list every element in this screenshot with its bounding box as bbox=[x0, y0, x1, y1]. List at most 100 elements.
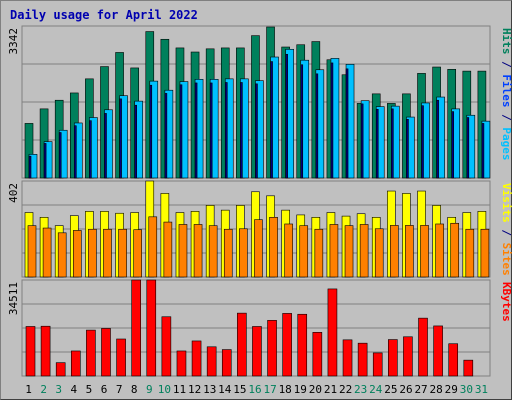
bar-sites-day-1 bbox=[27, 225, 37, 278]
bar-pages-day-2 bbox=[43, 143, 47, 179]
bar-pages-day-17 bbox=[270, 61, 273, 179]
bar-kbytes-day-11 bbox=[176, 350, 187, 377]
bar-kbytes-day-24 bbox=[372, 352, 383, 377]
bar-sites-day-2 bbox=[42, 227, 52, 278]
panel-3: 34511 KBytes bbox=[7, 279, 512, 377]
bar-sites-day-10 bbox=[163, 221, 173, 278]
panel-2: 402 Visits / Sites bbox=[7, 180, 512, 278]
bar-pages-day-15 bbox=[240, 82, 243, 179]
axis-label-part: Sites bbox=[500, 243, 512, 276]
day-label-20: 20 bbox=[309, 383, 322, 396]
bar-sites-day-30 bbox=[465, 228, 475, 278]
day-label-13: 13 bbox=[203, 383, 216, 396]
bar-pages-day-1 bbox=[28, 155, 32, 179]
day-label-6: 6 bbox=[101, 383, 108, 396]
day-label-10: 10 bbox=[158, 383, 171, 396]
day-label-8: 8 bbox=[131, 383, 138, 396]
bar-kbytes-day-2 bbox=[40, 325, 51, 377]
bar-sites-day-28 bbox=[435, 223, 444, 278]
bar-kbytes-day-27 bbox=[418, 317, 428, 377]
bar-pages-day-28 bbox=[436, 99, 439, 179]
bar-kbytes-day-23 bbox=[357, 342, 368, 377]
bar-kbytes-day-20 bbox=[312, 332, 323, 377]
bar-pages-day-5 bbox=[89, 120, 92, 179]
panel-1: 3342 Hits / Files / Pages bbox=[7, 25, 512, 179]
day-label-11: 11 bbox=[173, 383, 186, 396]
bar-pages-day-21 bbox=[330, 62, 334, 179]
bar-pages-day-3 bbox=[58, 132, 62, 179]
bar-pages-day-7 bbox=[119, 98, 122, 179]
bar-sites-day-19 bbox=[299, 225, 309, 278]
bar-kbytes-day-6 bbox=[101, 328, 111, 377]
chart-title: Daily usage for April 2022 bbox=[10, 8, 198, 22]
bar-pages-day-31 bbox=[481, 123, 485, 179]
bar-sites-day-15 bbox=[239, 228, 248, 278]
day-label-19: 19 bbox=[294, 383, 307, 396]
bar-sites-day-20 bbox=[314, 228, 324, 278]
bar-pages-day-12 bbox=[194, 82, 198, 179]
bar-kbytes-day-13 bbox=[206, 346, 217, 377]
day-label-31: 31 bbox=[475, 383, 488, 396]
bar-pages-day-25 bbox=[391, 108, 394, 179]
bar-sites-day-6 bbox=[103, 228, 112, 278]
day-label-28: 28 bbox=[430, 383, 443, 396]
bar-pages-day-16 bbox=[255, 83, 258, 179]
bar-sites-day-22 bbox=[344, 225, 354, 278]
bar-sites-day-5 bbox=[88, 228, 97, 278]
bar-kbytes-day-26 bbox=[403, 336, 413, 377]
axis-label-part: Hits bbox=[500, 28, 512, 55]
bar-pages-day-14 bbox=[224, 82, 228, 179]
bar-sites-day-11 bbox=[178, 224, 188, 278]
axis-label-part: KBytes bbox=[500, 282, 512, 322]
bar-sites-day-18 bbox=[284, 223, 293, 278]
axis-label-part: Files bbox=[500, 74, 512, 107]
series-axis-label: Hits / Files / Pages bbox=[500, 28, 512, 161]
y-max-label: 402 bbox=[7, 183, 20, 203]
day-label-2: 2 bbox=[40, 383, 47, 396]
axis-label-part: / bbox=[500, 55, 512, 75]
bar-kbytes-day-1 bbox=[25, 326, 36, 377]
bar-pages-day-13 bbox=[209, 82, 213, 179]
bar-sites-day-21 bbox=[329, 224, 339, 278]
bar-kbytes-day-14 bbox=[221, 349, 232, 377]
bar-kbytes-day-29 bbox=[448, 343, 459, 377]
day-label-24: 24 bbox=[369, 383, 383, 396]
bar-pages-day-19 bbox=[300, 64, 304, 179]
series-axis-label: Visits / Sites bbox=[500, 183, 512, 276]
bar-pages-day-11 bbox=[179, 84, 183, 179]
day-label-17: 17 bbox=[263, 383, 276, 396]
bar-sites-day-23 bbox=[359, 224, 369, 278]
bar-sites-day-13 bbox=[208, 225, 218, 278]
bar-kbytes-day-9 bbox=[146, 279, 157, 377]
bar-sites-day-7 bbox=[118, 228, 127, 278]
bar-kbytes-day-21 bbox=[327, 288, 338, 377]
y-max-label: 34511 bbox=[7, 282, 20, 315]
y-max-label: 3342 bbox=[7, 28, 20, 55]
bar-kbytes-day-16 bbox=[252, 326, 262, 377]
bar-pages-day-27 bbox=[421, 105, 424, 179]
axis-label-part: Pages bbox=[500, 127, 512, 160]
bar-pages-day-18 bbox=[285, 53, 288, 179]
day-label-14: 14 bbox=[218, 383, 232, 396]
bar-sites-day-4 bbox=[72, 230, 82, 278]
bar-sites-day-14 bbox=[223, 228, 233, 278]
bar-pages-day-23 bbox=[360, 103, 364, 179]
bar-pages-day-9 bbox=[149, 84, 153, 179]
bar-pages-day-10 bbox=[164, 93, 168, 179]
bar-kbytes-day-28 bbox=[433, 325, 443, 377]
bar-pages-day-29 bbox=[451, 111, 455, 179]
bar-kbytes-day-15 bbox=[237, 312, 247, 377]
bar-sites-day-26 bbox=[405, 225, 414, 278]
bar-sites-day-29 bbox=[450, 222, 460, 278]
day-label-4: 4 bbox=[71, 383, 78, 396]
day-label-1: 1 bbox=[25, 383, 32, 396]
bar-pages-day-22 bbox=[345, 68, 349, 179]
bar-sites-day-8 bbox=[133, 229, 142, 278]
bar-pages-day-4 bbox=[73, 125, 77, 179]
bar-kbytes-day-5 bbox=[86, 329, 96, 377]
day-label-3: 3 bbox=[55, 383, 62, 396]
bar-sites-day-3 bbox=[57, 232, 67, 278]
bar-pages-day-30 bbox=[466, 117, 470, 179]
day-label-30: 30 bbox=[460, 383, 473, 396]
